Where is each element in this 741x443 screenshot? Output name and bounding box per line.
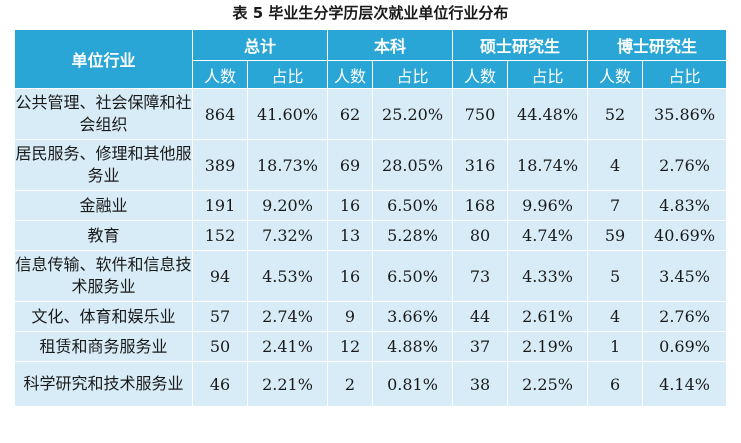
cell-bachelor-count: 69 (327, 139, 374, 191)
cell-doctor-count: 1 (587, 331, 644, 362)
header-row-metrics: 人数 占比 人数 占比 人数 占比 人数 占比 (15, 60, 728, 89)
cell-bachelor-count: 16 (327, 250, 374, 302)
cell-master-count: 80 (452, 220, 509, 251)
cell-total-count: 864 (192, 88, 248, 140)
cell-total-ratio: 2.74% (246, 301, 329, 332)
table-row: 公共管理、社会保障和社会组织 864 41.60% 62 25.20% 750 … (14, 88, 728, 140)
table-row: 金融业 191 9.20% 16 6.50% 168 9.96% 7 4.83% (14, 190, 728, 221)
cell-total-ratio: 2.21% (246, 361, 329, 407)
header-count: 人数 (452, 60, 509, 89)
row-industry: 居民服务、修理和其他服务业 (14, 139, 193, 191)
cell-doctor-ratio: 3.45% (642, 250, 728, 302)
cell-total-count: 57 (192, 301, 248, 332)
cell-master-ratio: 4.74% (507, 220, 589, 251)
cell-master-ratio: 2.61% (507, 301, 589, 332)
cell-master-ratio: 2.25% (507, 361, 589, 407)
cell-total-ratio: 9.20% (246, 190, 329, 221)
table-row: 信息传输、软件和信息技术服务业 94 4.53% 16 6.50% 73 4.3… (14, 250, 728, 302)
cell-bachelor-ratio: 4.88% (372, 331, 454, 362)
cell-master-ratio: 9.96% (507, 190, 589, 221)
cell-bachelor-count: 9 (327, 301, 374, 332)
cell-master-count: 73 (452, 250, 509, 302)
cell-master-ratio: 44.48% (507, 88, 589, 140)
cell-master-count: 44 (452, 301, 509, 332)
cell-total-count: 94 (192, 250, 248, 302)
cell-bachelor-count: 12 (327, 331, 374, 362)
table-caption: 表 5 毕业生分学历层次就业单位行业分布 (232, 4, 509, 22)
cell-bachelor-ratio: 5.28% (372, 220, 454, 251)
cell-bachelor-count: 13 (327, 220, 374, 251)
cell-bachelor-ratio: 3.66% (372, 301, 454, 332)
cell-doctor-count: 6 (587, 361, 644, 407)
row-industry: 科学研究和技术服务业 (14, 361, 193, 407)
cell-master-count: 168 (452, 190, 509, 221)
table-row: 居民服务、修理和其他服务业 389 18.73% 69 28.05% 316 1… (14, 139, 728, 191)
cell-bachelor-ratio: 25.20% (372, 88, 454, 140)
cell-doctor-ratio: 4.83% (642, 190, 728, 221)
cell-doctor-count: 7 (587, 190, 644, 221)
cell-master-count: 316 (452, 139, 509, 191)
cell-total-ratio: 18.73% (246, 139, 329, 191)
table-row: 文化、体育和娱乐业 57 2.74% 9 3.66% 44 2.61% 4 2.… (14, 301, 728, 332)
cell-doctor-count: 4 (587, 301, 644, 332)
cell-master-ratio: 2.19% (507, 331, 589, 362)
cell-total-count: 152 (192, 220, 248, 251)
cell-bachelor-count: 62 (327, 88, 374, 140)
header-ratio: 占比 (372, 60, 454, 89)
header-industry: 单位行业 (14, 29, 193, 89)
table-row: 租赁和商务服务业 50 2.41% 12 4.88% 37 2.19% 1 0.… (14, 331, 728, 362)
header-ratio: 占比 (642, 60, 728, 89)
cell-doctor-ratio: 0.69% (642, 331, 728, 362)
cell-total-ratio: 7.32% (246, 220, 329, 251)
cell-total-count: 46 (192, 361, 248, 407)
cell-total-count: 389 (192, 139, 248, 191)
header-group-total: 总计 (191, 29, 329, 61)
cell-bachelor-ratio: 6.50% (372, 250, 454, 302)
cell-doctor-ratio: 40.69% (642, 220, 728, 251)
row-industry: 教育 (14, 220, 193, 251)
cell-master-count: 38 (452, 361, 509, 407)
cell-total-ratio: 2.41% (246, 331, 329, 362)
cell-doctor-count: 5 (587, 250, 644, 302)
header-group-bachelor: 本科 (327, 29, 454, 61)
cell-total-count: 191 (192, 190, 248, 221)
row-industry: 金融业 (14, 190, 193, 221)
industry-distribution-table: 单位行业 总计 本科 硕士研究生 博士研究生 人数 占比 人数 占比 人数 占比… (14, 29, 728, 407)
cell-bachelor-ratio: 28.05% (372, 139, 454, 191)
header-count: 人数 (192, 60, 248, 89)
cell-doctor-count: 52 (587, 88, 644, 140)
cell-total-ratio: 4.53% (246, 250, 329, 302)
cell-bachelor-count: 16 (327, 190, 374, 221)
cell-master-ratio: 4.33% (507, 250, 589, 302)
cell-doctor-count: 59 (587, 220, 644, 251)
cell-doctor-count: 4 (587, 139, 644, 191)
cell-master-count: 37 (452, 331, 509, 362)
cell-master-ratio: 18.74% (507, 139, 589, 191)
cell-bachelor-ratio: 6.50% (372, 190, 454, 221)
header-group-master: 硕士研究生 (452, 29, 589, 61)
cell-doctor-ratio: 2.76% (642, 301, 728, 332)
header-count: 人数 (327, 60, 374, 89)
cell-doctor-ratio: 2.76% (642, 139, 728, 191)
row-industry: 文化、体育和娱乐业 (14, 301, 193, 332)
cell-total-ratio: 41.60% (246, 88, 329, 140)
cell-bachelor-count: 2 (327, 361, 374, 407)
row-industry: 信息传输、软件和信息技术服务业 (14, 250, 193, 302)
header-count: 人数 (587, 60, 644, 89)
table-row: 教育 152 7.32% 13 5.28% 80 4.74% 59 40.69% (14, 220, 728, 251)
table-row: 科学研究和技术服务业 46 2.21% 2 0.81% 38 2.25% 6 4… (14, 361, 728, 407)
cell-doctor-ratio: 35.86% (642, 88, 728, 140)
cell-total-count: 50 (192, 331, 248, 362)
cell-bachelor-ratio: 0.81% (372, 361, 454, 407)
header-group-doctor: 博士研究生 (587, 29, 728, 61)
cell-master-count: 750 (452, 88, 509, 140)
row-industry: 公共管理、社会保障和社会组织 (14, 88, 193, 140)
cell-doctor-ratio: 4.14% (642, 361, 728, 407)
header-ratio: 占比 (246, 60, 329, 89)
header-ratio: 占比 (507, 60, 589, 89)
header-row-groups: 单位行业 总计 本科 硕士研究生 博士研究生 (14, 29, 728, 89)
row-industry: 租赁和商务服务业 (14, 331, 193, 362)
